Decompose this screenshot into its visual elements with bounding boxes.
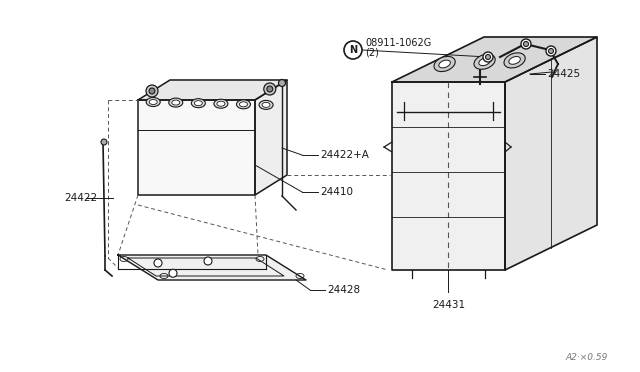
Circle shape	[546, 46, 556, 56]
Circle shape	[548, 48, 554, 54]
Ellipse shape	[474, 54, 495, 69]
Polygon shape	[118, 255, 306, 280]
Polygon shape	[392, 82, 505, 270]
Ellipse shape	[439, 60, 451, 68]
Ellipse shape	[191, 99, 205, 108]
Circle shape	[169, 269, 177, 277]
Text: 24422+A: 24422+A	[320, 150, 369, 160]
Polygon shape	[138, 80, 287, 100]
Text: 24422: 24422	[64, 193, 97, 203]
Circle shape	[101, 139, 107, 145]
Ellipse shape	[172, 100, 180, 105]
Polygon shape	[392, 37, 597, 82]
Ellipse shape	[237, 100, 250, 109]
Text: N: N	[349, 45, 357, 55]
Ellipse shape	[259, 100, 273, 109]
Ellipse shape	[509, 57, 520, 64]
Text: (2): (2)	[365, 47, 379, 57]
Circle shape	[483, 52, 493, 62]
Text: 08911-1062G: 08911-1062G	[365, 38, 431, 48]
Ellipse shape	[195, 101, 202, 106]
Circle shape	[524, 42, 529, 46]
Ellipse shape	[504, 53, 525, 68]
Ellipse shape	[479, 58, 490, 65]
Circle shape	[154, 259, 162, 267]
Ellipse shape	[239, 102, 248, 107]
Polygon shape	[255, 80, 287, 195]
Ellipse shape	[214, 99, 228, 108]
Ellipse shape	[149, 99, 157, 105]
Circle shape	[264, 83, 276, 95]
Polygon shape	[505, 37, 597, 270]
Circle shape	[204, 257, 212, 265]
Ellipse shape	[434, 57, 455, 71]
Circle shape	[146, 85, 158, 97]
Circle shape	[149, 88, 155, 94]
Ellipse shape	[262, 102, 270, 108]
Ellipse shape	[217, 101, 225, 106]
Text: 24428: 24428	[327, 285, 360, 295]
Circle shape	[521, 39, 531, 49]
Circle shape	[344, 41, 362, 59]
Text: 24431: 24431	[432, 300, 465, 310]
Ellipse shape	[146, 97, 160, 106]
Text: A2·×0.59: A2·×0.59	[566, 353, 608, 362]
Ellipse shape	[169, 98, 183, 107]
Text: 24410: 24410	[320, 187, 353, 197]
Polygon shape	[138, 100, 255, 195]
Circle shape	[267, 86, 273, 92]
Circle shape	[278, 80, 285, 87]
Circle shape	[486, 55, 490, 60]
Text: 24425: 24425	[547, 69, 580, 79]
